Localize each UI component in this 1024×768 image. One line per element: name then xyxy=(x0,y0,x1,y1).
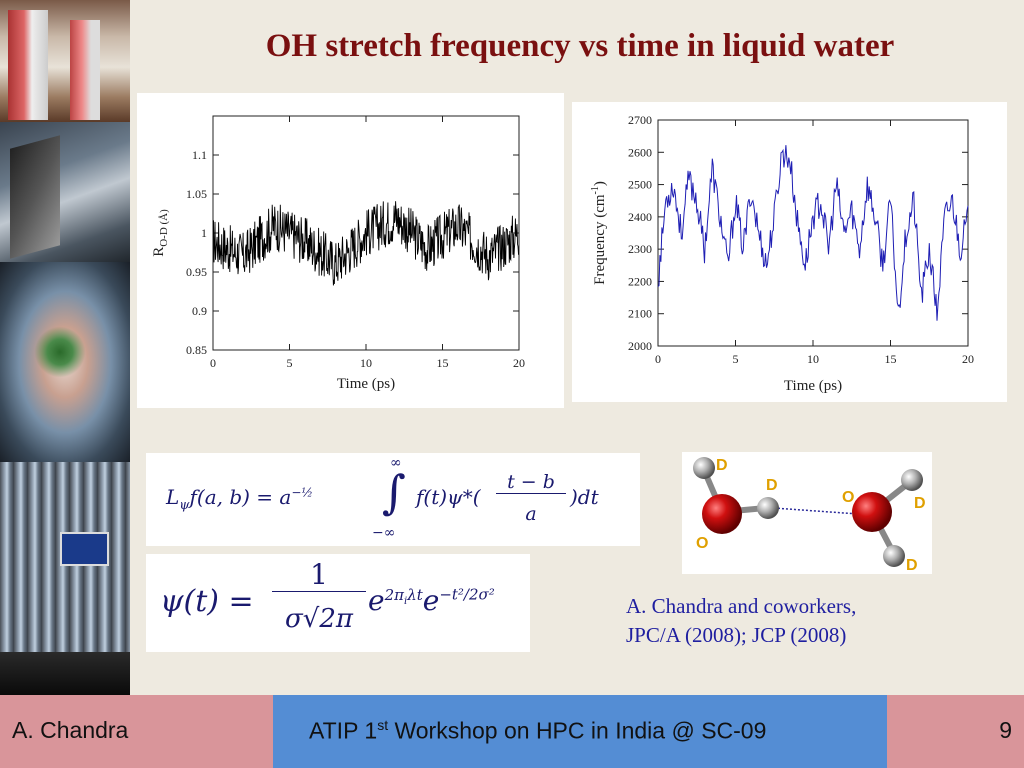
water-dimer-illustration: D D O O D D xyxy=(682,452,932,574)
footer-event-post: Workshop on HPC in India @ SC-09 xyxy=(388,717,767,744)
building-photo xyxy=(0,0,130,122)
slide-title: OH stretch frequency vs time in liquid w… xyxy=(265,28,895,64)
svg-text:RO-D (Å): RO-D (Å) xyxy=(151,209,170,257)
frequency-chart: 0 5 10 15 20 2000 2100 2200 2300 2400 2500 2600 2700… xyxy=(590,113,974,394)
atom-label: D xyxy=(914,495,926,512)
server-rack-photo xyxy=(0,462,130,695)
series-line xyxy=(212,201,520,286)
y-tick-label: 2400 xyxy=(628,210,652,224)
y-tick-label: 0.85 xyxy=(186,343,207,357)
bond-length-chart-panel: 0 5 10 15 20 0.85 0.9 0.95 1 1.05 1.1 Time (ps) RO… xyxy=(137,93,564,408)
oxygen-atom xyxy=(702,494,742,534)
y-tick-label: 0.9 xyxy=(192,304,207,318)
y-tick-label: 2600 xyxy=(628,145,652,159)
y-tick-label: 1.05 xyxy=(186,187,207,201)
footer-page-box: 9 xyxy=(887,695,1024,768)
y-tick-label: 2100 xyxy=(628,307,652,321)
x-tick-label: 5 xyxy=(287,356,293,370)
x-tick-label: 0 xyxy=(210,356,216,370)
x-tick-label: 15 xyxy=(437,356,449,370)
x-tick-label: 0 xyxy=(655,352,661,366)
y-axis-label-main: Frequency (cm xyxy=(592,194,608,285)
svg-text:Frequency (cm-1): Frequency (cm-1) xyxy=(590,181,608,285)
y-tick-label: 1 xyxy=(201,226,207,240)
wavelet-transform-equation: Lψf(a, b) = a−½ ∫ ∞ −∞ f(t)ψ*( t − b a )… xyxy=(146,453,640,546)
x-tick-label: 15 xyxy=(885,352,897,366)
deuterium-atom xyxy=(693,457,715,479)
atom-label: D xyxy=(906,557,918,574)
morlet-wavelet-equation: ψ(t) = 1 σ√2π e2πiλte−t²/2σ² xyxy=(146,554,530,652)
y-axis-label: RO-D (Å) xyxy=(151,209,170,257)
page-number: 9 xyxy=(999,717,1012,743)
y-tick-label: 2000 xyxy=(628,339,652,353)
y-axis-label-end: ) xyxy=(592,181,608,186)
citation-line-1: A. Chandra and coworkers, xyxy=(626,594,857,618)
oxygen-atom xyxy=(852,492,892,532)
y-tick-label: 0.95 xyxy=(186,265,207,279)
x-tick-label: 10 xyxy=(807,352,819,366)
citation: A. Chandra and coworkers, JPC/A (2008); … xyxy=(626,592,966,650)
atom-label: D xyxy=(766,477,778,494)
y-tick-label: 2500 xyxy=(628,178,652,192)
y-axis-label-sup: -1 xyxy=(590,186,601,194)
deuterium-atom xyxy=(901,469,923,491)
x-tick-label: 20 xyxy=(513,356,525,370)
deuterium-atom xyxy=(757,497,779,519)
x-axis-label: Time (ps) xyxy=(784,378,842,394)
atom-label: D xyxy=(716,457,728,474)
y-tick-label: 2700 xyxy=(628,113,652,127)
footer-event-pre: ATIP 1 xyxy=(309,717,378,744)
y-tick-label: 2300 xyxy=(628,242,652,256)
footer: A. Chandra ATIP 1st Workshop on HPC in I… xyxy=(0,695,1024,768)
x-tick-label: 5 xyxy=(733,352,739,366)
atom-label: O xyxy=(842,489,854,506)
footer-event-box: ATIP 1st Workshop on HPC in India @ SC-0… xyxy=(273,695,887,768)
y-axis-label-sub: O-D (Å) xyxy=(158,209,170,247)
bond-length-chart: 0 5 10 15 20 0.85 0.9 0.95 1 1.05 1.1 Time (ps) RO… xyxy=(151,115,525,392)
bond-length-trace xyxy=(212,201,520,286)
atom-label: O xyxy=(696,535,708,552)
citation-line-2: JPC/A (2008); JCP (2008) xyxy=(626,623,847,647)
y-axis-label: Frequency (cm-1) xyxy=(590,181,608,285)
footer-author-box: A. Chandra xyxy=(0,695,273,768)
y-axis-label-main: R xyxy=(151,247,167,257)
x-tick-label: 10 xyxy=(360,356,372,370)
frequency-chart-panel: 0 5 10 15 20 2000 2100 2200 2300 2400 2500 2600 2700… xyxy=(572,102,1007,402)
plot-frame xyxy=(657,119,969,347)
footer-author: A. Chandra xyxy=(12,717,129,743)
y-tick-label: 1.1 xyxy=(192,148,207,162)
deuterium-atom xyxy=(883,545,905,567)
molecular-surface-photo xyxy=(0,262,130,462)
y-tick-label: 2200 xyxy=(628,274,652,288)
footer-event: ATIP 1st Workshop on HPC in India @ SC-0… xyxy=(309,717,766,745)
frequency-trace xyxy=(657,145,969,321)
photo-sidebar xyxy=(0,0,130,695)
footer-event-sup: st xyxy=(377,717,389,733)
machine-room-photo xyxy=(0,122,130,262)
series-line xyxy=(657,145,969,321)
x-axis-label: Time (ps) xyxy=(337,376,395,392)
x-tick-label: 20 xyxy=(962,352,974,366)
